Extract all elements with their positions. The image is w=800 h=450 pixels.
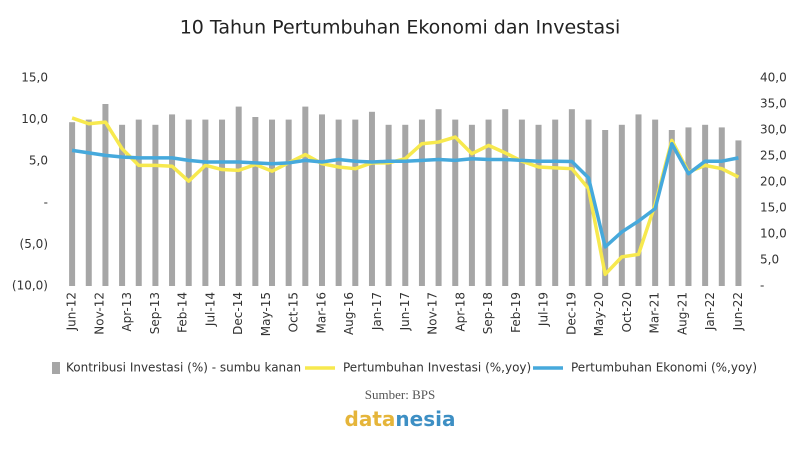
x-tick-label: Oct-15	[287, 292, 301, 332]
x-tick-label: Jan-22	[703, 292, 717, 331]
bar	[135, 119, 142, 286]
bar	[502, 109, 509, 286]
x-tick-label: Sep-13	[148, 292, 162, 334]
bar	[668, 130, 675, 286]
bar	[202, 119, 209, 286]
y2-tick-label: 35,0	[760, 97, 787, 111]
bar	[518, 119, 525, 286]
logo: datanesia	[345, 407, 456, 431]
bar	[552, 119, 559, 286]
y2-tick-label: 20,0	[760, 175, 787, 189]
legend-swatch	[52, 362, 60, 374]
bar	[352, 119, 359, 286]
legend-item: Pertumbuhan Investasi (%,yoy)	[305, 361, 531, 375]
legend-label: Pertumbuhan Ekonomi (%,yoy)	[571, 361, 757, 375]
bar	[152, 124, 159, 286]
y2-tick-label: -	[760, 279, 764, 293]
bar	[318, 114, 325, 287]
x-tick-label: May-15	[259, 292, 273, 336]
bar	[585, 119, 592, 286]
x-tick-label: Aug-16	[342, 292, 356, 335]
bar	[685, 127, 692, 287]
bar	[85, 119, 92, 286]
bar	[235, 106, 242, 286]
x-tick-label: Jun-12	[65, 292, 79, 331]
x-tick-label: Feb-14	[176, 292, 190, 333]
bar	[568, 109, 575, 286]
bar	[219, 119, 226, 286]
bar	[618, 124, 625, 286]
bar	[718, 127, 725, 287]
x-tick-label: Aug-21	[675, 292, 689, 335]
x-tick-label: Jul-19	[537, 292, 551, 327]
x-tick-label: Nov-12	[92, 292, 106, 335]
y-tick-label: -	[44, 195, 48, 209]
bar	[302, 106, 309, 286]
bar	[335, 119, 342, 286]
bar	[269, 119, 276, 286]
bar	[452, 119, 459, 286]
legend-item: Pertumbuhan Ekonomi (%,yoy)	[533, 361, 757, 375]
logo-part: data	[345, 407, 396, 431]
x-tick-label: Feb-19	[509, 292, 523, 333]
x-tick-label: Sep-18	[481, 292, 495, 334]
bar	[69, 122, 76, 286]
bar	[252, 117, 259, 286]
bar	[735, 140, 742, 286]
bar	[119, 124, 126, 286]
x-tick-label: Jan-17	[370, 292, 384, 331]
y2-tick-label: 15,0	[760, 201, 787, 215]
line	[71, 141, 739, 249]
bar	[385, 124, 392, 286]
bar	[702, 124, 709, 286]
y2-tick-label: 40,0	[760, 71, 787, 85]
y-tick-label: 5,0	[29, 154, 48, 168]
bar	[169, 114, 176, 287]
y2-tick-label: 5,0	[760, 253, 779, 267]
chart-title: 10 Tahun Pertumbuhan Ekonomi dan Investa…	[180, 17, 621, 39]
legend-label: Pertumbuhan Investasi (%,yoy)	[343, 361, 531, 375]
y2-tick-label: 25,0	[760, 149, 787, 163]
bar	[635, 114, 642, 287]
y-tick-label: (10,0)	[12, 279, 48, 293]
x-tick-label: Apr-18	[453, 292, 467, 332]
y-tick-label: 15,0	[21, 71, 48, 85]
source: Sumber: BPS	[365, 387, 435, 402]
x-tick-label: Mar-21	[648, 292, 662, 333]
legend-item: Kontribusi Investasi (%) - sumbu kanan	[52, 361, 301, 375]
x-tick-label: Jun-22	[731, 292, 745, 331]
x-tick-label: Jun-17	[398, 292, 412, 331]
bar	[602, 130, 609, 286]
x-tick-label: Mar-16	[314, 292, 328, 333]
line	[71, 116, 740, 277]
x-tick-label: Apr-13	[120, 292, 134, 332]
x-tick-label: Jul-14	[203, 292, 217, 327]
y2-tick-label: 30,0	[760, 123, 787, 137]
x-tick-label: May-20	[592, 292, 606, 336]
x-tick-label: Oct-20	[620, 292, 634, 332]
x-tick-label: Nov-17	[426, 292, 440, 335]
legend-label: Kontribusi Investasi (%) - sumbu kanan	[66, 361, 301, 375]
y2-tick-label: 10,0	[760, 227, 787, 241]
bar	[185, 119, 192, 286]
bar	[418, 119, 425, 286]
bar	[435, 109, 442, 286]
y-tick-label: (5,0)	[20, 237, 48, 251]
x-tick-label: Dec-19	[564, 292, 578, 335]
x-tick-label: Dec-14	[231, 292, 245, 335]
logo-part: nesia	[395, 407, 455, 431]
bar	[468, 124, 475, 286]
bar	[535, 124, 542, 286]
bar	[285, 119, 292, 286]
bar	[368, 111, 375, 286]
bar	[485, 119, 492, 286]
bar	[102, 104, 109, 286]
y-tick-label: 10,0	[21, 112, 48, 126]
bar	[402, 124, 409, 286]
